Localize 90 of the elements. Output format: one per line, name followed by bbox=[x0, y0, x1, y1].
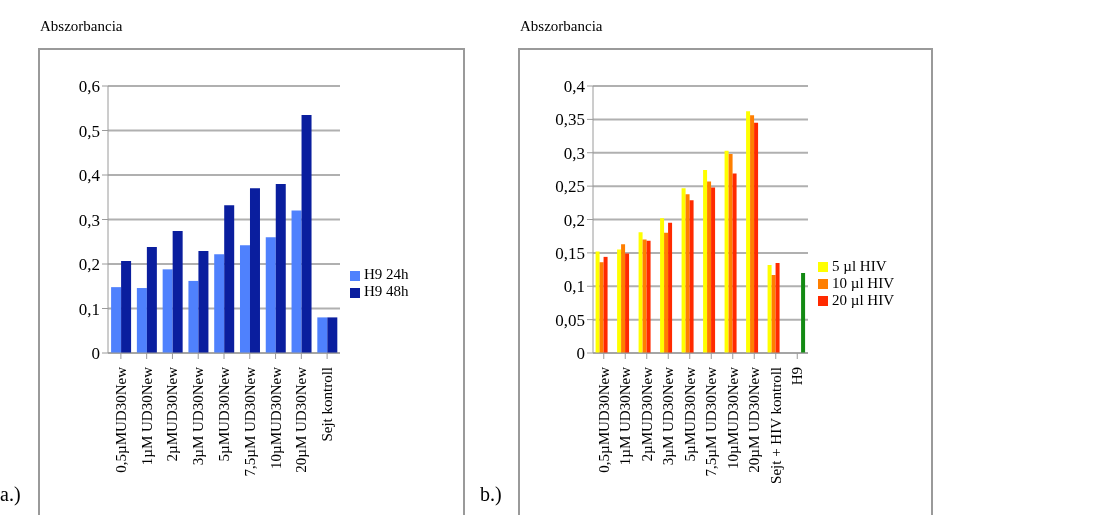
bar bbox=[681, 188, 686, 353]
x-tick-label: 20µM UD30New bbox=[293, 366, 310, 473]
y-axis-title: Abszorbancia bbox=[40, 18, 123, 35]
bar bbox=[603, 256, 608, 353]
bar bbox=[638, 232, 643, 353]
bar bbox=[249, 188, 260, 353]
bar bbox=[301, 114, 312, 353]
bar bbox=[239, 245, 250, 353]
bar bbox=[198, 251, 209, 353]
y-tick-label: 0,15 bbox=[555, 243, 585, 263]
x-tick-label: H9 bbox=[789, 367, 806, 386]
bar bbox=[146, 247, 157, 353]
x-tick-label: 7,5µM UD30New bbox=[241, 366, 258, 477]
bar bbox=[121, 260, 132, 353]
y-tick-label: 0 bbox=[91, 344, 100, 364]
bar bbox=[660, 218, 665, 353]
bar bbox=[767, 264, 772, 353]
bar bbox=[162, 269, 173, 353]
bar bbox=[664, 232, 669, 353]
y-tick-label: 0,3 bbox=[78, 210, 100, 230]
legend-label: H9 24h bbox=[364, 266, 409, 282]
x-tick-label: 1µM UD30New bbox=[138, 366, 155, 466]
bar bbox=[136, 288, 147, 353]
y-tick-label: 0,1 bbox=[78, 299, 100, 319]
x-tick-label: 1µM UD30New bbox=[617, 366, 634, 466]
bar bbox=[771, 274, 776, 353]
x-tick-label: 0,5µMUD30New bbox=[595, 366, 612, 473]
bar bbox=[291, 210, 302, 353]
x-tick-label: 0,5µMUD30New bbox=[112, 366, 129, 473]
y-axis-title: Abszorbancia bbox=[520, 18, 603, 35]
x-tick-label: Sejt kontroll bbox=[319, 367, 336, 442]
bar bbox=[703, 170, 708, 353]
y-tick-label: 0,2 bbox=[78, 255, 100, 275]
bar bbox=[754, 122, 759, 353]
legend-label: 10 µl HIV bbox=[832, 274, 894, 291]
x-tick-label: 20µM UD30New bbox=[746, 366, 763, 473]
bar bbox=[775, 262, 780, 353]
y-tick-label: 0,3 bbox=[563, 143, 585, 163]
y-tick-label: 0,05 bbox=[555, 310, 585, 330]
y-tick-label: 0,35 bbox=[555, 110, 585, 130]
bar bbox=[732, 173, 737, 353]
bar bbox=[728, 154, 733, 353]
bar bbox=[646, 240, 651, 353]
bar bbox=[724, 150, 729, 353]
bar bbox=[599, 262, 604, 353]
y-tick-label: 0,25 bbox=[555, 177, 585, 197]
bar bbox=[595, 251, 600, 353]
legend-label: H9 48h bbox=[364, 283, 409, 299]
x-tick-label: 3µM UD30New bbox=[660, 366, 677, 466]
bar bbox=[668, 222, 673, 353]
x-tick-label: 2µMUD30New bbox=[164, 366, 181, 462]
x-tick-label: Sejt + HIV kontroll bbox=[767, 367, 784, 484]
bar bbox=[689, 200, 694, 353]
bar bbox=[642, 239, 647, 353]
bar bbox=[746, 111, 751, 353]
y-tick-label: 0,6 bbox=[78, 77, 100, 97]
x-tick-label: 5µMUD30New bbox=[216, 366, 232, 462]
text: a.) bbox=[0, 482, 21, 506]
x-tick-label: 10µMUD30New bbox=[724, 366, 741, 469]
y-tick-label: 0,1 bbox=[563, 277, 585, 297]
bar bbox=[265, 237, 276, 353]
bar bbox=[621, 244, 626, 353]
bar bbox=[317, 317, 328, 353]
bar bbox=[327, 317, 338, 353]
bar bbox=[111, 287, 122, 353]
y-tick-label: 0,4 bbox=[563, 77, 586, 97]
bar bbox=[224, 205, 235, 353]
bar bbox=[617, 249, 622, 353]
x-tick-label: 5µMUD30New bbox=[681, 366, 698, 462]
text: b.) bbox=[480, 482, 502, 506]
y-tick-label: 0,4 bbox=[78, 166, 101, 186]
bar bbox=[707, 181, 712, 353]
x-tick-label: 2µMUD30New bbox=[638, 366, 655, 462]
bar bbox=[625, 253, 630, 353]
x-tick-label: 10µMUD30New bbox=[267, 366, 284, 469]
x-tick-label: 7,5µM UD30New bbox=[703, 366, 720, 477]
bar bbox=[172, 231, 183, 353]
legend-label: 5 µl HIV bbox=[832, 257, 887, 274]
bar bbox=[750, 115, 755, 353]
y-tick-label: 0,5 bbox=[78, 121, 100, 141]
bar bbox=[188, 280, 199, 353]
legend-label: 20 µl HIV bbox=[832, 291, 894, 308]
x-tick-label: 3µM UD30New bbox=[190, 366, 207, 466]
bar bbox=[685, 194, 690, 353]
y-tick-label: 0,2 bbox=[563, 210, 585, 230]
bar bbox=[275, 183, 286, 353]
bar bbox=[711, 187, 716, 353]
bar bbox=[214, 254, 225, 353]
y-tick-label: 0 bbox=[576, 344, 585, 364]
bar bbox=[801, 272, 806, 353]
